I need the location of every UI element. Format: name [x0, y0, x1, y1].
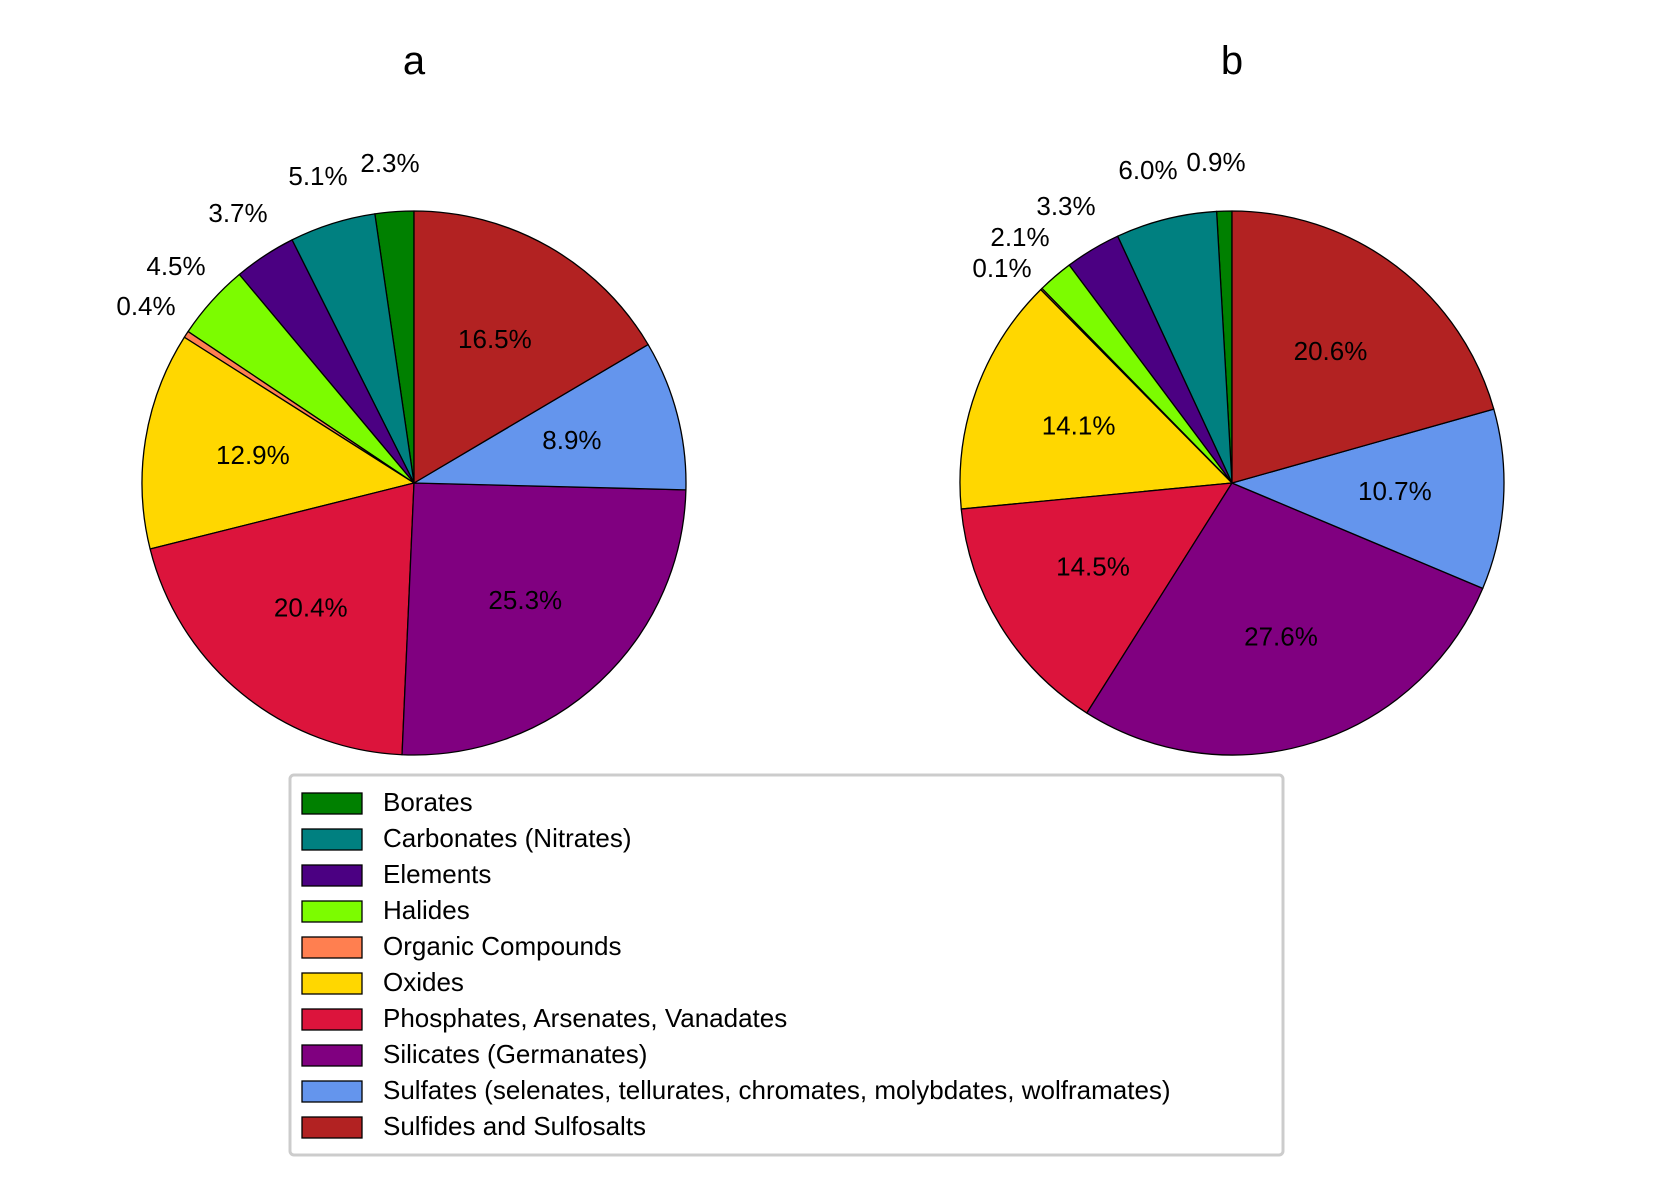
legend-swatch — [301, 936, 363, 959]
legend-swatch — [301, 1080, 363, 1103]
pie-slice-silicates-germanates — [1086, 482, 1484, 756]
pie-slice-silicates-germanates — [401, 482, 687, 756]
pie-slice-sulfates-selenates-tellurates-chromates-molybdates-wolframates — [413, 343, 687, 491]
legend-label: Oxides — [383, 967, 464, 997]
slice-percent-label: 2.3% — [360, 148, 419, 178]
legend-item-sulfates-selenates-tellurates-chromates-molybdates-wolframates: Sulfates (selenates, tellurates, chromat… — [301, 1075, 1171, 1105]
pie-title: b — [1221, 39, 1243, 83]
pie-slice-oxides — [959, 288, 1233, 510]
legend-label: Sulfates (selenates, tellurates, chromat… — [383, 1075, 1171, 1105]
slice-percent-label: 0.4% — [116, 291, 175, 321]
slice-percent-label: 5.1% — [288, 161, 347, 191]
legend-label: Phosphates, Arsenates, Vanadates — [383, 1003, 787, 1033]
legend: Borates Carbonates (Nitrates) Elements Hali… — [288, 773, 1285, 1157]
legend-label: Halides — [383, 895, 470, 925]
slice-percent-label: 25.3% — [488, 585, 562, 615]
legend-item-borates: Borates — [301, 787, 473, 817]
legend-swatch — [301, 1044, 363, 1067]
pie-slice-sulfides-and-sulfosalts — [1231, 210, 1495, 484]
legend-frame — [288, 773, 1285, 1157]
slice-percent-label: 3.7% — [208, 198, 267, 228]
slice-percent-label: 0.9% — [1186, 147, 1245, 177]
slice-percent-label: 6.0% — [1118, 155, 1177, 185]
slice-percent-label: 14.1% — [1042, 410, 1116, 440]
legend-label: Organic Compounds — [383, 931, 621, 961]
slice-percent-label: 27.6% — [1244, 622, 1318, 652]
pie-charts: a 2.3% 5.1% 3.7%4.5% 0.4% 12.9% 20.4% 25.3% 8.9%… — [116, 39, 1505, 756]
slice-percent-label: 0.1% — [972, 253, 1031, 283]
slice-percent-label: 12.9% — [216, 440, 290, 470]
legend-swatch — [301, 1008, 363, 1031]
legend-swatch — [301, 792, 363, 815]
legend-item-carbonates-nitrates: Carbonates (Nitrates) — [301, 823, 632, 853]
slice-percent-label: 10.7% — [1358, 476, 1432, 506]
pie-slice-oxides — [141, 336, 415, 550]
slice-percent-label: 2.1% — [990, 222, 1049, 252]
legend-label: Carbonates (Nitrates) — [383, 823, 632, 853]
legend-item-sulfides-and-sulfosalts: Sulfides and Sulfosalts — [301, 1111, 646, 1141]
legend-label: Elements — [383, 859, 491, 889]
slice-percent-label: 20.4% — [274, 592, 348, 622]
slice-percent-label: 20.6% — [1294, 336, 1368, 366]
pie-chart-a: a 2.3% 5.1% 3.7%4.5% 0.4% 12.9% 20.4% 25.3% 8.9%… — [116, 39, 687, 756]
pie-title: a — [403, 39, 426, 83]
legend-label: Borates — [383, 787, 473, 817]
legend-label: Sulfides and Sulfosalts — [383, 1111, 646, 1141]
slice-percent-label: 14.5% — [1056, 551, 1130, 581]
legend-swatch — [301, 972, 363, 995]
pie-slice-phosphates-arsenates-vanadates — [960, 482, 1233, 714]
slice-percent-label: 3.3% — [1036, 191, 1095, 221]
legend-item-elements: Elements — [301, 859, 491, 889]
legend-item-silicates-germanates: Silicates (Germanates) — [301, 1039, 647, 1069]
legend-item-oxides: Oxides — [301, 967, 464, 997]
slice-percent-label: 16.5% — [458, 324, 532, 354]
pie-slice-sulfides-and-sulfosalts — [413, 210, 649, 484]
legend-swatch — [301, 864, 363, 887]
pie-chart-b: b 0.9% 6.0% 3.3%2.1%0.1% 14.1% 14.5% 27.6% 10.7… — [959, 39, 1505, 756]
legend-swatch — [301, 1116, 363, 1139]
pie-slice-sulfates-selenates-tellurates-chromates-molybdates-wolframates — [1231, 408, 1505, 590]
legend-swatch — [301, 828, 363, 851]
legend-item-organic-compounds: Organic Compounds — [301, 931, 621, 961]
pie-slice-phosphates-arsenates-vanadates — [149, 482, 415, 756]
legend-swatch — [301, 900, 363, 923]
legend-item-phosphates-arsenates-vanadates: Phosphates, Arsenates, Vanadates — [301, 1003, 787, 1033]
legend-item-halides: Halides — [301, 895, 470, 925]
slice-percent-label: 8.9% — [542, 425, 601, 455]
legend-label: Silicates (Germanates) — [383, 1039, 647, 1069]
slice-percent-label: 4.5% — [146, 251, 205, 281]
